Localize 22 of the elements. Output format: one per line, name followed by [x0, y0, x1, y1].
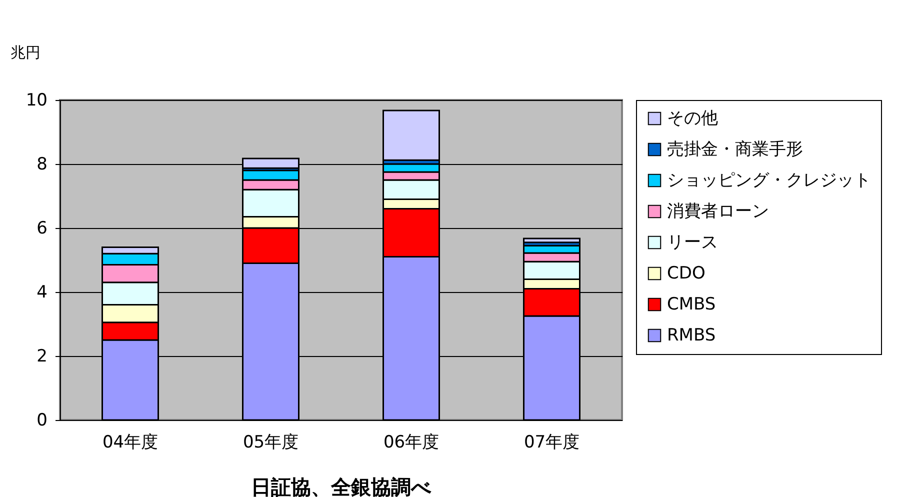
bar [382, 110, 440, 161]
legend-label: CDO [667, 264, 706, 284]
legend-label: リース [667, 232, 718, 252]
y-tick-label: 0 [36, 410, 48, 430]
text: 日証協、全銀協調べ [251, 475, 432, 497]
legend-label: RMBS [667, 326, 716, 346]
x-tick-label: 06年度 [383, 432, 440, 452]
legend-label: その他 [667, 108, 718, 128]
y-tick-label: 6 [36, 218, 48, 238]
legend-label: CMBS [667, 294, 716, 314]
legend-label: ショッピング・クレジット [667, 170, 871, 190]
legend-label: 消費者ローン [667, 202, 769, 222]
x-tick-label: 04年度 [102, 432, 158, 452]
bar [523, 238, 580, 244]
y-tick-label: 8 [36, 154, 48, 174]
x-tick-label: 05年度 [242, 432, 299, 452]
legend-label: 売掛金・商業手形 [667, 140, 803, 160]
y-axis-title: 兆円 [10, 44, 40, 62]
y-tick-label: 2 [36, 346, 48, 366]
y-tick-label: 10 [26, 90, 48, 110]
y-tick-label: 4 [36, 282, 48, 302]
x-tick-label: 07年度 [524, 432, 580, 452]
